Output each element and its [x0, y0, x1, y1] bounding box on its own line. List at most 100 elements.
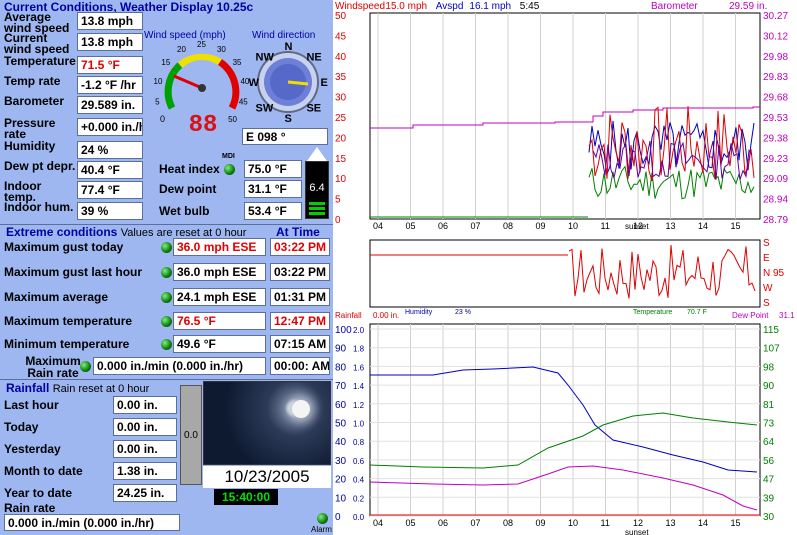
- legend-text: Windspeed: [335, 1, 385, 12]
- extreme-value: 49.6 °F: [173, 335, 266, 353]
- temp-tick: 39: [763, 493, 775, 504]
- extreme-time: 03:22 PM: [270, 238, 330, 256]
- rain-rate-label: Rain rate: [4, 501, 56, 515]
- hour-tick: 06: [438, 518, 448, 528]
- current-row-label: Current wind speed: [4, 31, 70, 56]
- wind-tick: 0: [335, 215, 341, 226]
- wind-speed-gauge-title: Wind speed (mph): [144, 30, 226, 41]
- rain-tick: 1.0: [353, 420, 365, 429]
- current-row-value: 29.589 in.: [77, 96, 143, 114]
- hour-tick: 04: [373, 518, 383, 528]
- direction-chart-frame: [369, 239, 761, 308]
- current-row-value: 71.5 °F: [77, 56, 143, 74]
- hour-tick: 07: [471, 518, 481, 528]
- webcam-image[interactable]: [203, 381, 331, 465]
- current-row-value: -1.2 °F /hr: [77, 76, 143, 94]
- rain-gauge: 0.0: [180, 385, 202, 485]
- current-row-label: Barometer: [4, 94, 65, 108]
- speed-tick-label: 25: [197, 40, 206, 49]
- compass-label: NW: [256, 52, 275, 64]
- sunset-label: sunset: [625, 222, 649, 231]
- wind-tick: 50: [335, 11, 347, 22]
- rain-tick: 0.8: [353, 438, 365, 447]
- extremes-subtitle: Values are reset at 0 hour: [120, 227, 247, 239]
- temp-tick: 64: [763, 437, 775, 448]
- rain-tick: 0.0: [353, 513, 365, 522]
- wind-tick: 5: [335, 195, 341, 206]
- uv-value: 6.4: [309, 182, 325, 194]
- legend-rainfall: Rainfall: [335, 311, 362, 320]
- speed-tick-label: 10: [154, 77, 163, 86]
- current-row-value: 13.8 mph: [77, 33, 143, 51]
- max-rain-rate-label: Maximum Rain rate: [25, 354, 81, 380]
- extreme-led: [161, 292, 172, 303]
- max-rain-rate-time: 00:00: AM: [270, 357, 330, 375]
- hour-tick: 14: [698, 221, 708, 231]
- rain-value: 0.00 in.: [113, 396, 177, 414]
- wind-direction-gauge-title: Wind direction: [252, 30, 316, 41]
- rain-tick: 1.4: [353, 382, 365, 391]
- wind-tick: 15: [335, 154, 347, 165]
- temp-tick: 98: [763, 362, 775, 373]
- barometer-series: [370, 106, 760, 129]
- direction-series: [568, 245, 756, 299]
- current-row-value: 40.4 °F: [77, 161, 143, 179]
- divider: [0, 224, 333, 225]
- rain-tick: 0.6: [353, 457, 365, 466]
- current-row-value: +0.000 in./hr: [77, 118, 143, 136]
- current-row-label: Average wind speed: [4, 10, 70, 35]
- wind-series: [588, 106, 755, 182]
- hour-tick: 06: [438, 221, 448, 231]
- temp-tick: 73: [763, 419, 775, 430]
- current-conditions-title: Current Conditions, Weather Display 10.2…: [4, 0, 254, 14]
- rain-tick: 1.8: [353, 345, 365, 354]
- compass-label: NE: [306, 52, 321, 64]
- humidity-tick: 50: [335, 419, 347, 430]
- humidity-tick: 30: [335, 456, 347, 467]
- hour-tick: 05: [406, 221, 416, 231]
- hour-tick: 13: [666, 221, 676, 231]
- rain-rate-value: 0.000 in./min (0.000 in./hr): [4, 514, 180, 531]
- hour-tick: 08: [503, 518, 513, 528]
- hour-tick: 08: [503, 221, 513, 231]
- hour-tick: 07: [471, 221, 481, 231]
- baro-tick: 28.79: [763, 215, 788, 226]
- humidity-tick: 70: [335, 381, 347, 392]
- legend-dewpoint: Dew Point: [732, 311, 769, 320]
- extreme-value: 36.0 mph ESE: [173, 263, 266, 281]
- rain-tick: 1.2: [353, 401, 365, 410]
- legend-text: 15.0 mph: [385, 1, 427, 12]
- legend-text: Avspd: [436, 1, 464, 12]
- direction-tick: S: [763, 298, 770, 309]
- direction-tick: E: [763, 253, 770, 264]
- rain-value: 0.00 in.: [113, 418, 177, 436]
- hour-tick: 15: [731, 518, 741, 528]
- baro-tick: 29.83: [763, 72, 788, 83]
- alarm-led[interactable]: [317, 513, 328, 524]
- baro-tick: 29.38: [763, 133, 788, 144]
- humidity-series: [370, 366, 758, 473]
- wind-direction-readout: E 098 °: [242, 128, 328, 145]
- hour-tick: 14: [698, 518, 708, 528]
- baro-tick: 30.12: [763, 31, 788, 42]
- moon-icon: [292, 400, 310, 418]
- temp-tick: 56: [763, 456, 775, 467]
- extreme-time: 07:15 AM: [270, 335, 330, 353]
- humidity-tick: 90: [335, 344, 347, 355]
- current-row-label: Humidity: [4, 139, 56, 153]
- current-row-label: Indoor temp.: [4, 179, 42, 204]
- legend-humidity: Humidity: [405, 309, 433, 316]
- extreme-time: 03:22 PM: [270, 263, 330, 281]
- rain-value: 0.00 in.: [113, 440, 177, 458]
- current-row-value: 13.8 mph: [77, 12, 143, 30]
- rain-label: Last hour: [4, 398, 59, 412]
- speed-tick-label: 40: [240, 77, 249, 86]
- mdi-label: MDI: [222, 153, 235, 160]
- compass-label: N: [285, 41, 293, 53]
- purple-series: [592, 140, 753, 180]
- compass-label: SW: [256, 102, 274, 114]
- rain-value: 24.25 in.: [113, 484, 177, 502]
- temperature-series: [369, 412, 758, 469]
- divider: [0, 379, 333, 380]
